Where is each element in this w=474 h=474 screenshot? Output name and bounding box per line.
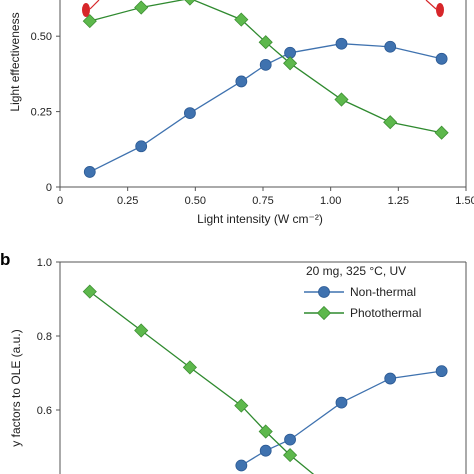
panel-b-nonthermal-point xyxy=(435,365,448,378)
panel-b-nonthermal-point xyxy=(259,444,272,457)
legend-marker-nonthermal xyxy=(318,286,330,298)
x-tick-label: 0.75 xyxy=(252,195,273,207)
panel-b: b 1.0 0.8 0.6 y factors to OLE (a.u.) 20 m… xyxy=(0,250,467,474)
x-tick-label: 0.50 xyxy=(185,195,206,207)
legend: 20 mg, 325 °C, UV Non-thermal Phototherm… xyxy=(304,264,421,321)
panel-a-photothermal-point xyxy=(258,35,273,50)
x-tick-label: 1.25 xyxy=(388,195,409,207)
panel-a-nonthermal-point xyxy=(184,107,196,120)
panel-a-photothermal-point xyxy=(434,125,449,140)
panel-b-letter: b xyxy=(0,250,10,269)
panel-a-nonthermal-point xyxy=(384,40,397,53)
red-line-right xyxy=(425,0,437,10)
panel-a-photothermal-point xyxy=(383,115,398,130)
panel-a-ylabel: Light effectiveness xyxy=(8,12,22,111)
panel-b-ylabel: y factors to OLE (a.u.) xyxy=(9,329,23,446)
panel-a-photothermal-point xyxy=(283,56,298,71)
panel-b-photothermal-point xyxy=(258,424,273,439)
y-tick-label: 0 xyxy=(46,182,52,194)
panel-b-nonthermal-point xyxy=(235,459,248,472)
panel-b-nonthermal-point xyxy=(335,396,348,409)
panel-a-xlabel: Light intensity (W cm⁻²) xyxy=(197,212,323,226)
red-marker-left xyxy=(82,3,90,17)
panel-b-nonthermal-point xyxy=(384,372,397,385)
panel-a-photothermal-point xyxy=(234,12,249,27)
panel-b-photothermal-point xyxy=(283,448,298,463)
panel-b-photothermal-point xyxy=(82,284,97,299)
legend-label-photothermal: Photothermal xyxy=(350,306,421,320)
x-tick-label: 0.25 xyxy=(117,195,138,207)
legend-label-nonthermal: Non-thermal xyxy=(350,285,416,299)
y-tick-label: 0.6 xyxy=(37,405,52,417)
y-tick-label: 1.0 xyxy=(37,257,52,269)
red-line-left xyxy=(89,0,100,10)
x-tick-label: 1.00 xyxy=(320,195,341,207)
y-tick-label: 0.25 xyxy=(31,107,52,119)
panel-a: 0 0.25 0.50 0.75 1.00 1.25 1.50 0 0.25 0.50 Light… xyxy=(8,0,474,226)
panel-b-photothermal-point xyxy=(182,360,197,375)
panel-a-photothermal-point xyxy=(82,14,97,29)
panel-a-nonthermal-point xyxy=(259,58,272,71)
red-marker-right xyxy=(436,3,444,17)
x-tick-label: 1.50 xyxy=(455,195,474,207)
panel-a-nonthermal-point xyxy=(83,166,96,178)
legend-title: 20 mg, 325 °C, UV xyxy=(306,264,406,278)
y-tick-label: 0.8 xyxy=(37,331,52,343)
y-tick-label: 0.50 xyxy=(31,31,52,43)
panel-a-photothermal-point xyxy=(334,92,349,107)
panel-b-photothermal-line xyxy=(89,291,315,474)
panel-a-photothermal-point xyxy=(134,0,149,15)
panel-a-nonthermal-point xyxy=(235,75,248,88)
legend-marker-photothermal xyxy=(316,305,332,321)
panel-b-nonthermal-point xyxy=(284,433,296,446)
panel-b-photothermal-point xyxy=(234,398,249,413)
panel-b-photothermal-point xyxy=(134,323,149,338)
panel-a-nonthermal-point xyxy=(335,37,348,50)
x-tick-label: 0 xyxy=(57,195,63,207)
panel-a-photothermal-point xyxy=(184,0,196,6)
panel-a-nonthermal-point xyxy=(435,52,448,65)
panel-a-nonthermal-point xyxy=(135,140,148,153)
